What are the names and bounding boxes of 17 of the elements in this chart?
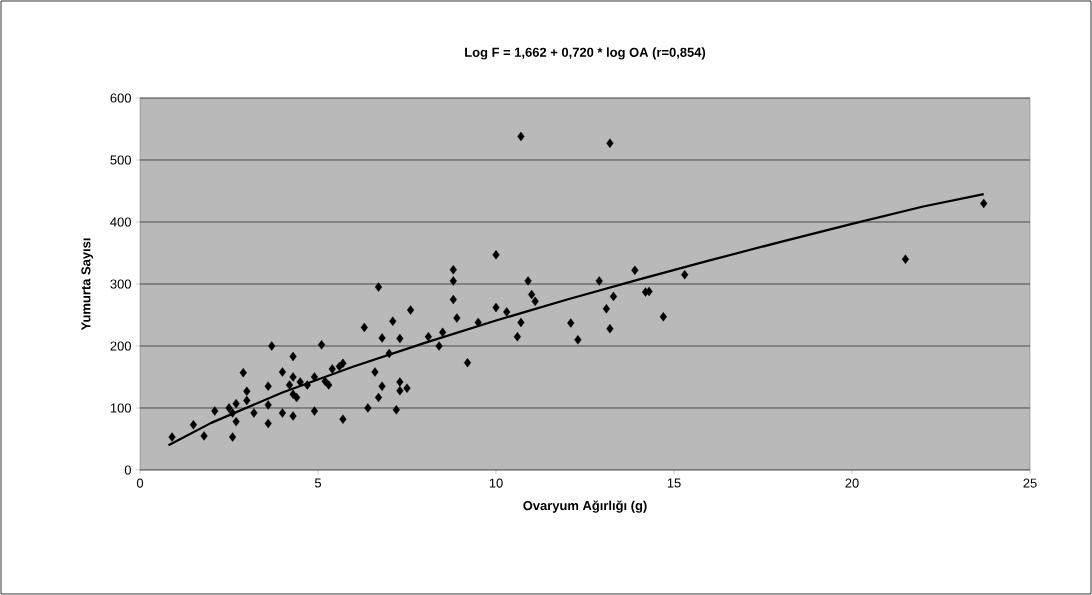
x-tick-label: 15 bbox=[667, 478, 681, 488]
y-tick-label: 500 bbox=[110, 155, 131, 165]
y-tick-label: 200 bbox=[110, 341, 131, 351]
x-axis-title: Ovaryum Ağırlığı (g) bbox=[523, 500, 647, 513]
y-tick-label: 0 bbox=[124, 465, 131, 475]
x-tick-label: 10 bbox=[489, 478, 503, 488]
y-tick-label: 300 bbox=[110, 279, 131, 289]
x-tick-label: 5 bbox=[314, 478, 322, 488]
line-series bbox=[167, 192, 985, 447]
y-axis-title: Yumurta Sayısı bbox=[81, 238, 94, 331]
chart-title: Log F = 1,662 + 0,720 * log OA (r=0,854) bbox=[465, 47, 706, 60]
y-tick-label: 100 bbox=[110, 403, 131, 413]
x-tick-label: 0 bbox=[136, 478, 144, 488]
x-tick-label: 25 bbox=[1023, 478, 1037, 488]
y-tick-label: 600 bbox=[110, 93, 131, 103]
y-tick-label: 400 bbox=[110, 217, 131, 227]
x-tick-label: 20 bbox=[845, 478, 859, 488]
